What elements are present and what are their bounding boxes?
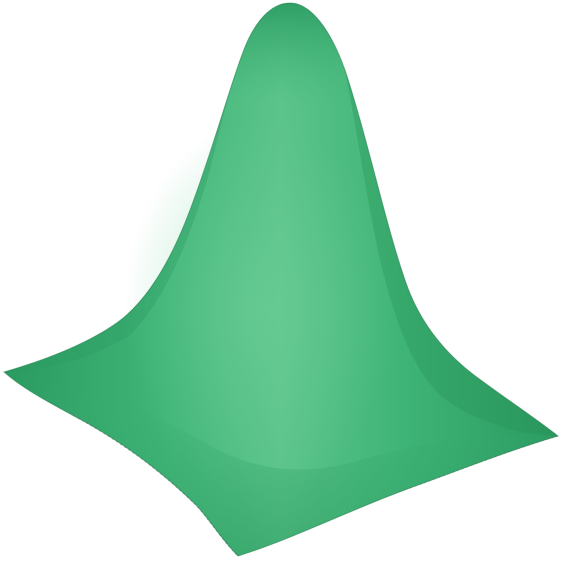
surface-outline <box>2 2 560 557</box>
right-slope-shadow <box>345 70 558 436</box>
base-shading <box>4 372 558 556</box>
left-slope-shadow <box>4 52 243 372</box>
surface-highlight <box>118 90 418 510</box>
